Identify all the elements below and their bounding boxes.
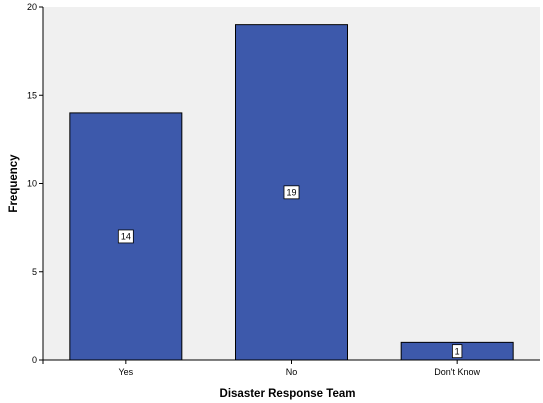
y-axis-ticks: 0 5 10 15 20 (27, 2, 43, 365)
data-label-text: 1 (455, 346, 460, 356)
data-label: 14 (117, 229, 134, 244)
x-axis-ticks: Yes No Don't Know (118, 360, 481, 377)
y-tick-label: 5 (32, 267, 37, 277)
y-tick-label: 0 (32, 355, 37, 365)
data-label-box (452, 344, 463, 359)
data-label-text: 14 (121, 232, 131, 242)
x-tick-label: No (286, 367, 298, 377)
data-label-text: 19 (286, 188, 296, 198)
data-label: 19 (283, 185, 300, 200)
y-tick-label: 15 (27, 90, 37, 100)
y-tick-label: 10 (27, 179, 37, 189)
x-tick-label: Don't Know (434, 367, 480, 377)
data-label-box (283, 185, 300, 200)
data-label: 1 (452, 344, 463, 359)
y-axis-title: Frequency (8, 154, 20, 213)
y-tick-label: 20 (27, 2, 37, 12)
x-tick-label: Yes (118, 367, 133, 377)
bars: 14 19 1 (69, 24, 514, 361)
x-axis-title: Disaster Response Team (220, 388, 356, 400)
data-label-box (117, 229, 134, 244)
